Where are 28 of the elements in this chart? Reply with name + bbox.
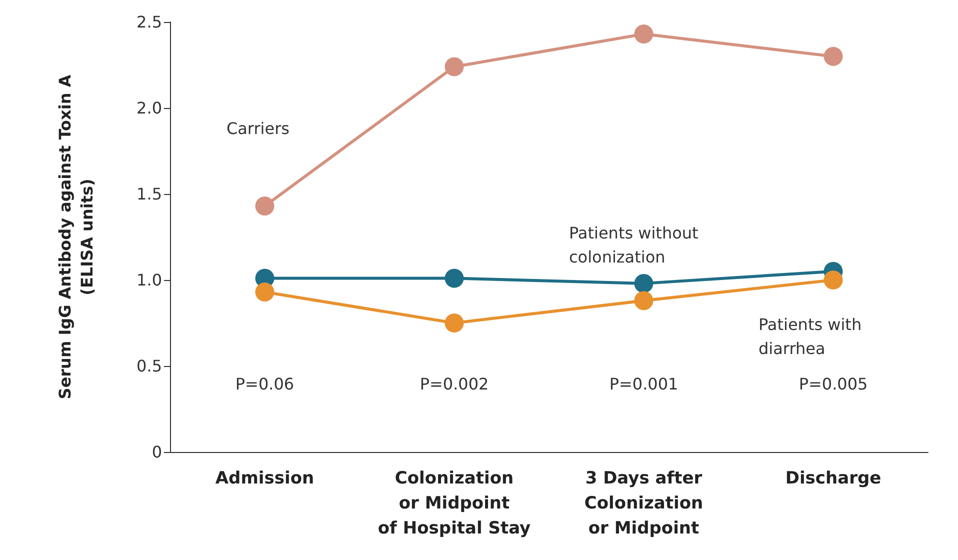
x-tick-label: Colonization or Midpoint of Hospital Stay bbox=[378, 468, 531, 538]
point bbox=[255, 196, 274, 216]
y-axis-title: Serum IgG Antibody against Toxin A (ELISA units) bbox=[56, 74, 96, 400]
annotation: P=0.001 bbox=[609, 374, 678, 394]
series-label: Patients with diarrhea bbox=[758, 314, 862, 358]
text: Carriers bbox=[226, 118, 290, 138]
point bbox=[634, 274, 654, 293]
y-tick-label: 1.5 bbox=[136, 184, 162, 204]
point bbox=[255, 282, 274, 302]
annotation: P=0.06 bbox=[235, 374, 294, 394]
y-tick-label: 2.0 bbox=[136, 98, 162, 118]
x-tick-label: 3 Days after Colonization or Midpoint bbox=[584, 468, 704, 538]
point bbox=[444, 268, 464, 288]
point bbox=[634, 24, 654, 44]
point bbox=[444, 314, 464, 332]
point bbox=[824, 46, 843, 66]
point bbox=[444, 57, 464, 76]
point bbox=[824, 270, 843, 290]
annotation: P=0.005 bbox=[798, 374, 868, 394]
x-tick-label: Admission bbox=[215, 468, 314, 488]
y-tick-label: 1.0 bbox=[136, 270, 162, 290]
series-label: Patients without colonization bbox=[569, 223, 698, 266]
x-tick-label: Discharge bbox=[785, 468, 882, 488]
y-tick-label: 2.5 bbox=[136, 12, 162, 32]
point bbox=[634, 291, 654, 310]
y-tick-label: 0.5 bbox=[136, 356, 162, 376]
annotation: P=0.002 bbox=[420, 374, 489, 394]
y-tick-label: 0 bbox=[152, 442, 162, 462]
